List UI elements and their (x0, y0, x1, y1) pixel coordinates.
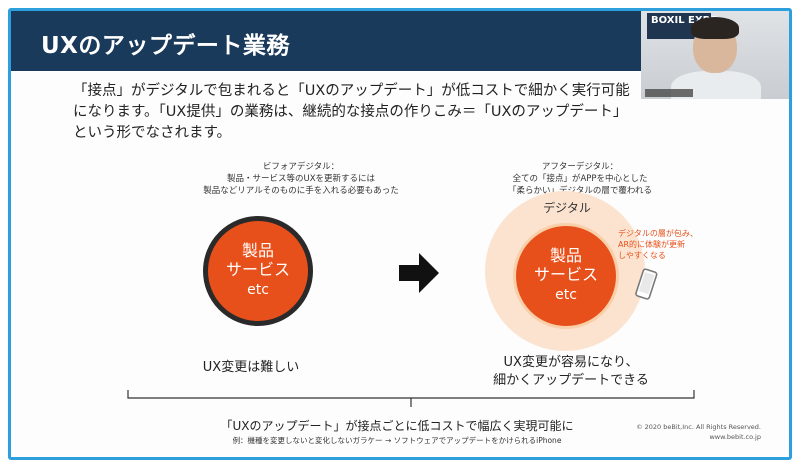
note-line3: しやすくなる (618, 251, 666, 260)
after-product-circle: 製品 サービス etc (513, 223, 619, 329)
speaker-nameplate (645, 89, 693, 97)
event-sign-text: BOXIL EXPO (651, 15, 719, 26)
before-caption-title: ビフォアデジタル： (262, 162, 340, 172)
note-line2: AR的に体験が更新 (618, 240, 686, 249)
webcam-video: BOXIL EXPO (641, 11, 789, 99)
copyright-line2: www.bebit.co.jp (709, 433, 761, 441)
screen-frame: UXのアップデート業務 BOXIL EXPO 「接点」がデジタルで包まれると「U… (8, 8, 792, 460)
after-caption: アフターデジタル： 全ての「接点」がAPPを中心とした 「柔らかい」デジタルの層… (465, 161, 695, 197)
after-circle-line1: 製品 (549, 246, 582, 265)
before-caption-line1: 製品・サービス等のUXを更新するには (226, 174, 376, 184)
intro-text: 「接点」がデジタルで包まれると「UXのアップデート」が低コストで細かく実行可能に… (73, 83, 630, 141)
digital-layer-label: デジタル (543, 201, 591, 215)
after-label-line2: 細かくアップデートできる (493, 373, 649, 388)
summary-text: 「UXのアップデート」が接点ごとに低コストで幅広く実現可能に (220, 419, 574, 433)
before-product-circle: 製品 サービス etc (203, 216, 313, 326)
after-label: UX変更が容易になり、 細かくアップデートできる (481, 354, 661, 390)
summary-bracket (127, 390, 695, 407)
slide-title: UXのアップデート業務 (41, 33, 290, 59)
after-caption-title: アフターデジタル： (541, 162, 619, 172)
before-label: UX変更は難しい (202, 360, 300, 375)
after-caption-line1: 全ての「接点」がAPPを中心とした (512, 174, 648, 184)
after-circle-line3: etc (555, 287, 577, 303)
before-caption: ビフォアデジタル： 製品・サービス等のUXを更新するには 製品などリアルそのもの… (161, 161, 441, 197)
smartphone-icon (635, 268, 658, 300)
before-circle-line1: 製品 (241, 241, 274, 260)
digital-layer-note: デジタルの層が包み、 AR的に体験が更新 しやすくなる (618, 228, 708, 261)
copyright-line1: © 2020 beBit,Inc. All Rights Reserved. (636, 423, 761, 431)
copyright: © 2020 beBit,Inc. All Rights Reserved. w… (636, 422, 761, 442)
before-caption-line2: 製品などリアルそのものに手を入れる必要もあった (203, 186, 399, 196)
before-circle-line3: etc (247, 282, 269, 298)
note-line1: デジタルの層が包み、 (618, 229, 698, 238)
example-text: 例：機種を変更しないと変化しないガラケー → ソフトウェアでアップデートをかけら… (232, 436, 562, 445)
after-circle-line2: サービス (533, 265, 598, 284)
before-circle-line2: サービス (225, 260, 290, 279)
speaker-hair (691, 17, 739, 39)
right-arrow-icon (399, 253, 439, 293)
after-caption-line2: 「柔らかい」デジタルの層で覆われる (508, 186, 652, 196)
after-label-line1: UX変更が容易になり、 (503, 355, 639, 370)
